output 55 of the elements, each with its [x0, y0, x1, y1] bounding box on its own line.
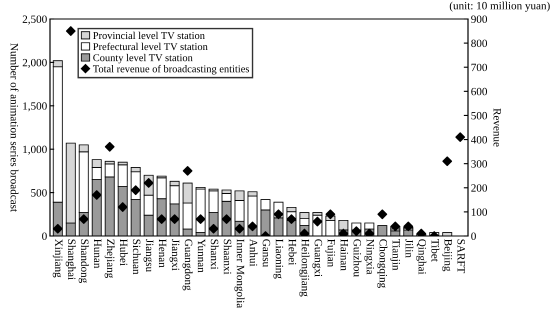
text: (unit: 10 million yuan): [450, 2, 550, 12]
x-tick-label: Qinghai: [416, 239, 426, 274]
y2-tick-label: 700: [472, 64, 488, 72]
y-tick-label: 0: [42, 232, 47, 240]
y-tick-label: 500: [31, 189, 47, 197]
x-tick-label: Fujian: [325, 239, 336, 268]
x-tick-label: Jiangsu: [144, 239, 154, 272]
x-tick-label: Guangxi: [312, 239, 322, 277]
y2-tick-label: 600: [471, 88, 488, 96]
x-tick-label: Hebei: [288, 239, 296, 266]
x-tick-label: Henan: [158, 239, 166, 268]
x-tick-label: Tibet: [431, 238, 440, 262]
y-tick-label: 2,000: [22, 58, 47, 68]
x-tick-label: Chongqing: [377, 239, 388, 288]
x-tick-label: Heilongjiang: [299, 239, 310, 297]
x-tick-label: Xinjiang: [52, 239, 63, 278]
x-tick-label: Beijing: [442, 239, 452, 272]
x-tick-label: Liaoning: [273, 239, 284, 279]
legend-label: County level TV station: [93, 54, 193, 64]
y-tick-label: 1,000: [23, 146, 47, 155]
x-tick-label: Tianjin: [390, 238, 400, 270]
x-tick-label: Jilin: [406, 239, 414, 258]
legend-label: Provincial level TV station: [93, 32, 205, 40]
y2-tick-label: 300: [471, 160, 488, 168]
x-tick-label: Inner Mongolia: [234, 239, 245, 308]
x-tick-label: Ningxia: [364, 239, 374, 274]
x-tick-label: Zhejiang: [104, 239, 115, 278]
y2-tick-label: 400: [470, 136, 488, 144]
x-tick-label: Jiangxi: [170, 239, 180, 271]
y2-tick-label: 900: [471, 15, 488, 23]
x-tick-label: Anhui: [250, 238, 258, 266]
legend-label: Prefectural level TV station: [93, 42, 208, 50]
x-tick-label: Hubei: [120, 239, 128, 266]
y2-tick-label: 0: [471, 232, 476, 240]
x-tick-label: Guangdong: [182, 239, 193, 290]
x-tick-label: Shaanxi: [224, 240, 232, 274]
y2-tick-label: 100: [472, 208, 488, 216]
x-tick-label: SARFT: [457, 240, 465, 274]
x-tick-label: Shandong: [78, 240, 89, 284]
y-axis-title: Number of animation series broadcast: [10, 43, 19, 212]
legend-label: Total revenue of broadcasting entities: [92, 64, 250, 74]
x-tick-label: Shanxi: [210, 240, 219, 270]
x-tick-label: Gansu: [262, 239, 270, 267]
y2-axis-title: Revenue: [494, 108, 501, 147]
y-tick-label: 2,500: [22, 15, 47, 25]
y2-tick-label: 500: [471, 112, 488, 120]
y2-tick-label: 800: [471, 40, 488, 48]
y2-tick-label: 200: [471, 184, 488, 192]
x-tick-label: Hunan: [94, 239, 102, 268]
x-tick-label: Hainan: [340, 239, 348, 271]
x-tick-label: Sichuan: [132, 240, 141, 274]
x-tick-label: Guizhou: [354, 239, 362, 277]
x-tick-label: Shanghai: [66, 240, 76, 280]
x-tick-label: Yunnan: [198, 238, 206, 273]
y-tick-label: 1,500: [23, 102, 47, 112]
